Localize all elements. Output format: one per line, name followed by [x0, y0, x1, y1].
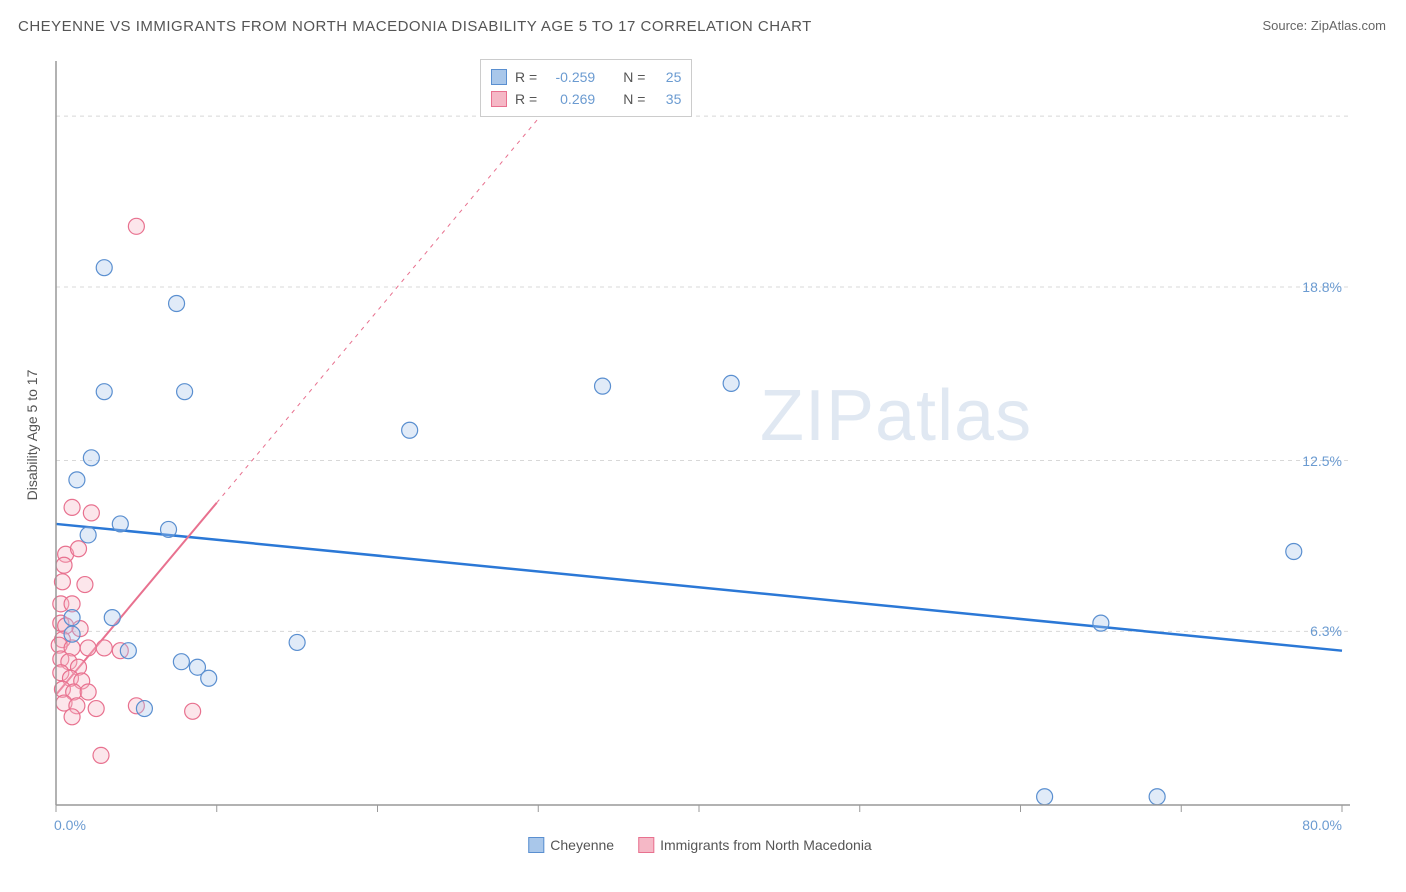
y-tick-label: 18.8%	[1302, 279, 1342, 295]
series-name: Immigrants from North Macedonia	[660, 837, 872, 853]
legend-r-label: R =	[515, 69, 537, 85]
legend-row: R = -0.259 N = 25	[491, 66, 681, 88]
correlation-legend: R = -0.259 N = 25 R = 0.269 N = 35	[480, 59, 692, 117]
chart-svg	[50, 55, 1350, 825]
legend-row: R = 0.269 N = 35	[491, 88, 681, 110]
legend-r-value: -0.259	[545, 69, 595, 85]
x-tick-label: 0.0%	[54, 817, 86, 833]
legend-n-label: N =	[623, 69, 645, 85]
legend-r-value: 0.269	[545, 91, 595, 107]
x-tick-label: 80.0%	[1302, 817, 1342, 833]
y-tick-label: 6.3%	[1310, 623, 1342, 639]
y-axis-label: Disability Age 5 to 17	[24, 370, 40, 501]
series-legend: Cheyenne Immigrants from North Macedonia	[528, 837, 871, 853]
series-legend-item: Immigrants from North Macedonia	[638, 837, 872, 853]
legend-n-value: 35	[653, 91, 681, 107]
legend-swatch	[638, 837, 654, 853]
legend-swatch	[528, 837, 544, 853]
y-tick-label: 12.5%	[1302, 453, 1342, 469]
legend-swatch	[491, 69, 507, 85]
legend-swatch	[491, 91, 507, 107]
legend-n-value: 25	[653, 69, 681, 85]
series-legend-item: Cheyenne	[528, 837, 614, 853]
source-attribution: Source: ZipAtlas.com	[1262, 18, 1386, 33]
plot-area: Disability Age 5 to 17 ZIPatlas 6.3%12.5…	[50, 55, 1350, 825]
series-name: Cheyenne	[550, 837, 614, 853]
chart-title: CHEYENNE VS IMMIGRANTS FROM NORTH MACEDO…	[18, 18, 812, 35]
legend-n-label: N =	[623, 91, 645, 107]
legend-r-label: R =	[515, 91, 537, 107]
